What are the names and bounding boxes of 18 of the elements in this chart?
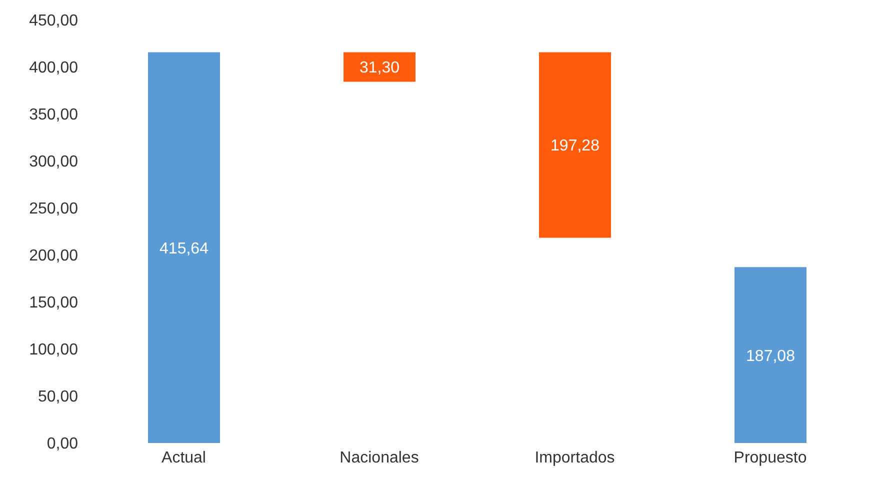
x-tick-label: Propuesto <box>734 449 807 466</box>
y-tick-label: 150,00 <box>29 294 78 312</box>
y-tick-label: 250,00 <box>29 200 78 218</box>
y-tick-label: 0,00 <box>46 436 78 453</box>
data-label: 187,08 <box>746 348 796 365</box>
y-tick-label: 200,00 <box>29 248 78 265</box>
data-label: 31,30 <box>359 60 400 77</box>
y-tick-label: 50,00 <box>38 388 78 406</box>
y-tick-label: 400,00 <box>29 60 78 77</box>
x-tick-label: Importados <box>534 449 615 466</box>
y-tick-label: 450,00 <box>29 12 78 30</box>
data-label: 197,28 <box>550 138 600 155</box>
x-tick-label: Actual <box>162 449 206 466</box>
x-tick-label: Nacionales <box>340 449 419 466</box>
y-tick-label: 300,00 <box>29 154 78 171</box>
y-tick-label: 350,00 <box>29 106 78 124</box>
y-tick-label: 100,00 <box>29 342 78 359</box>
data-label: 415,64 <box>160 240 209 258</box>
